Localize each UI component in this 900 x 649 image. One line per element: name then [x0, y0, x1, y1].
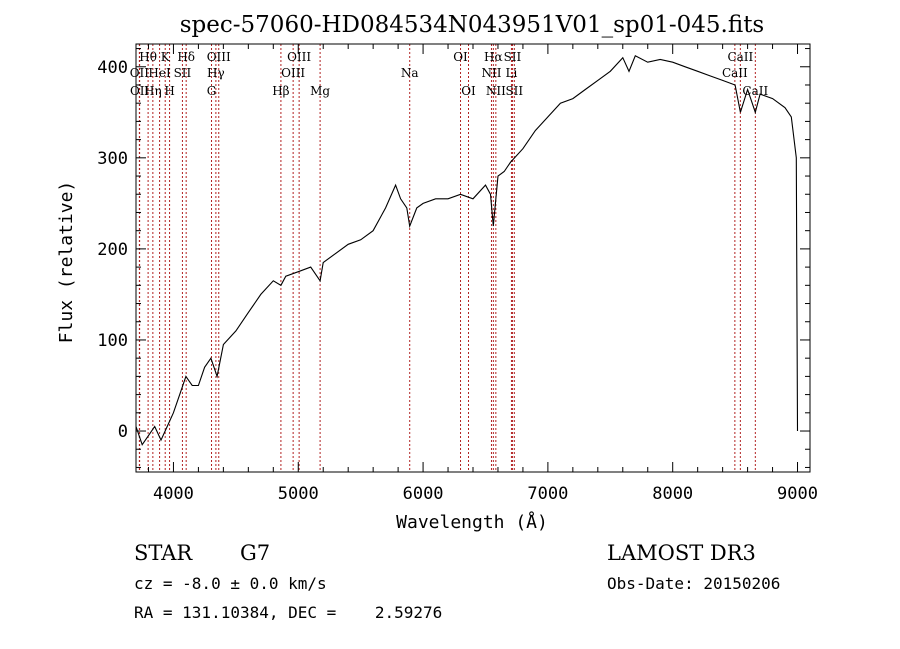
- x-axis-ticks: 4000 5000 6000 7000 8000 9000: [147, 44, 818, 504]
- marker-label: OIII: [207, 50, 231, 64]
- marker-label: Hα: [484, 50, 503, 64]
- marker-label: OIII: [287, 50, 311, 64]
- marker-label: OI: [453, 50, 468, 64]
- marker-label: OII: [130, 84, 150, 98]
- marker-label: K: [161, 50, 171, 64]
- marker-label: SII: [504, 50, 522, 64]
- x-tick-label: 7000: [527, 484, 568, 504]
- marker-label: Na: [401, 66, 419, 80]
- marker-label: NII: [486, 84, 506, 98]
- x-axis-label: Wavelength (Å): [396, 511, 548, 533]
- marker-label: Hθ: [139, 50, 157, 64]
- object-class: STAR: [134, 541, 193, 565]
- marker-label: G: [207, 84, 217, 98]
- survey-name: LAMOST DR3: [607, 541, 756, 565]
- redshift-text: cz = -8.0 ± 0.0 km/s: [134, 574, 327, 593]
- marker-label: Mg: [310, 84, 330, 98]
- marker-label: Li: [506, 66, 518, 80]
- marker-label: Hβ: [272, 84, 289, 98]
- y-axis-ticks: 0 100 200 300 400: [97, 48, 810, 468]
- marker-label: OI: [461, 84, 476, 98]
- x-tick-label: 8000: [652, 484, 693, 504]
- marker-label: CaII: [722, 66, 748, 80]
- marker-label: H: [164, 84, 174, 98]
- x-tick-label: 5000: [278, 484, 319, 504]
- marker-label: SII: [174, 66, 192, 80]
- coordinates-text: RA = 131.10384, DEC = 2.59276: [134, 603, 442, 622]
- marker-label: Hδ: [177, 50, 195, 64]
- spectrum-line: [135, 55, 799, 446]
- marker-label: OIII: [281, 66, 305, 80]
- marker-label: Hη: [144, 84, 162, 98]
- marker-label: SII: [505, 84, 523, 98]
- y-tick-label: 100: [97, 331, 128, 351]
- marker-label: Hγ: [207, 66, 225, 80]
- marker-label: OII: [130, 66, 150, 80]
- obs-date: Obs-Date: 20150206: [607, 574, 780, 593]
- x-tick-label: 9000: [777, 484, 818, 504]
- y-axis-label: Flux (relative): [56, 181, 77, 344]
- marker-label: CaII: [727, 50, 753, 64]
- emission-line-markers: [138, 44, 756, 472]
- y-tick-label: 400: [97, 58, 128, 78]
- plot-frame: [135, 43, 811, 473]
- y-tick-label: 0: [118, 422, 128, 442]
- y-tick-label: 200: [97, 240, 128, 260]
- y-tick-label: 300: [97, 149, 128, 169]
- marker-label: HeI: [148, 66, 171, 80]
- x-tick-label: 6000: [403, 484, 444, 504]
- subclass: G7: [240, 541, 270, 565]
- x-tick-label: 4000: [153, 484, 194, 504]
- chart-title: spec-57060-HD084534N043951V01_sp01-045.f…: [180, 12, 765, 38]
- marker-label: NII: [481, 66, 501, 80]
- marker-label: CaII: [742, 84, 768, 98]
